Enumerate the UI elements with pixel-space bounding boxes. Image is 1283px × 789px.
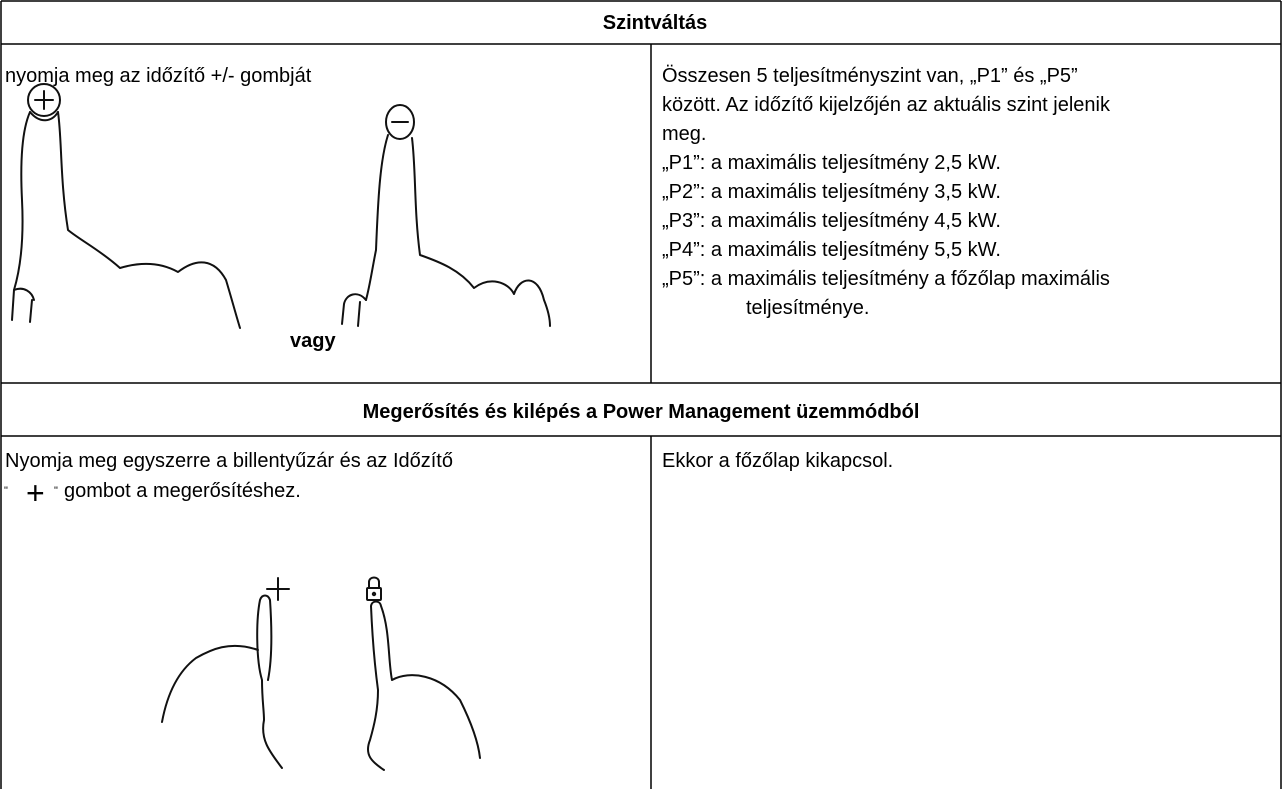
caption: vagy xyxy=(290,330,336,352)
quote-mark: " xyxy=(4,485,8,497)
text-line: „P2”: a maximális teljesítmény 3,5 kW. xyxy=(662,181,1001,203)
text-line: meg. xyxy=(662,123,706,145)
section-title: Megerősítés és kilépés a Power Managemen… xyxy=(363,401,920,423)
instruction: nyomja meg az időzítő +/- gombját xyxy=(5,65,312,87)
hand-plus-illustration xyxy=(11,83,241,329)
section-title: Szintváltás xyxy=(603,12,707,34)
text-line: „P5”: a maximális teljesítmény a főzőlap… xyxy=(662,268,1110,290)
right-text: Összesen 5 teljesítményszint van, „P1” é… xyxy=(662,65,1111,319)
hand-minus-illustration xyxy=(341,104,551,327)
two-hands-illustration xyxy=(161,576,481,771)
plus-symbol: + xyxy=(26,475,45,511)
quote-mark: " xyxy=(54,485,58,497)
instruction: Nyomja meg egyszerre a billentyűzár és a… xyxy=(5,450,453,472)
text-line: „P3”: a maximális teljesítmény 4,5 kW. xyxy=(662,210,1001,232)
text-line: „P1”: a maximális teljesítmény 2,5 kW. xyxy=(662,152,1001,174)
text-line: Összesen 5 teljesítményszint van, „P1” é… xyxy=(662,65,1078,87)
text-line: között. Az időzítő kijelzőjén az aktuáli… xyxy=(662,94,1111,116)
text-line: teljesítménye. xyxy=(746,297,869,319)
text-line: „P4”: a maximális teljesítmény 5,5 kW. xyxy=(662,239,1001,261)
result-text: Ekkor a főzőlap kikapcsol. xyxy=(662,450,893,472)
instruction: gombot a megerősítéshez. xyxy=(64,480,301,502)
